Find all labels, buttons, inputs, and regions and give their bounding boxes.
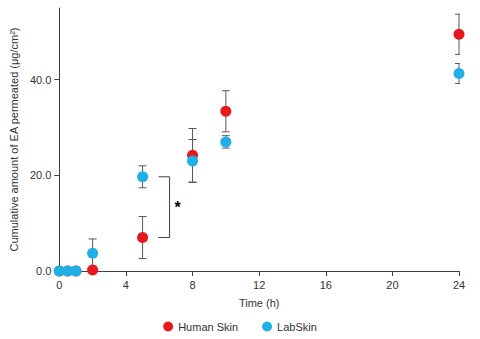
svg-text:LabSkin: LabSkin <box>277 321 317 333</box>
svg-text:16: 16 <box>320 279 332 291</box>
svg-text:8: 8 <box>189 279 195 291</box>
svg-text:40.0: 40.0 <box>30 74 51 86</box>
svg-text:4: 4 <box>123 279 129 291</box>
svg-text:24: 24 <box>453 279 465 291</box>
svg-text:20.0: 20.0 <box>30 169 51 181</box>
svg-text:*: * <box>175 199 182 216</box>
svg-text:0: 0 <box>56 279 62 291</box>
svg-text:20: 20 <box>386 279 398 291</box>
svg-text:0.0: 0.0 <box>36 265 51 277</box>
svg-text:Cumulative amount of EA permea: Cumulative amount of EA permeated (μg/cm… <box>8 28 20 252</box>
svg-text:12: 12 <box>253 279 265 291</box>
svg-text:Time (h): Time (h) <box>239 297 280 309</box>
svg-text:Human Skin: Human Skin <box>178 321 238 333</box>
